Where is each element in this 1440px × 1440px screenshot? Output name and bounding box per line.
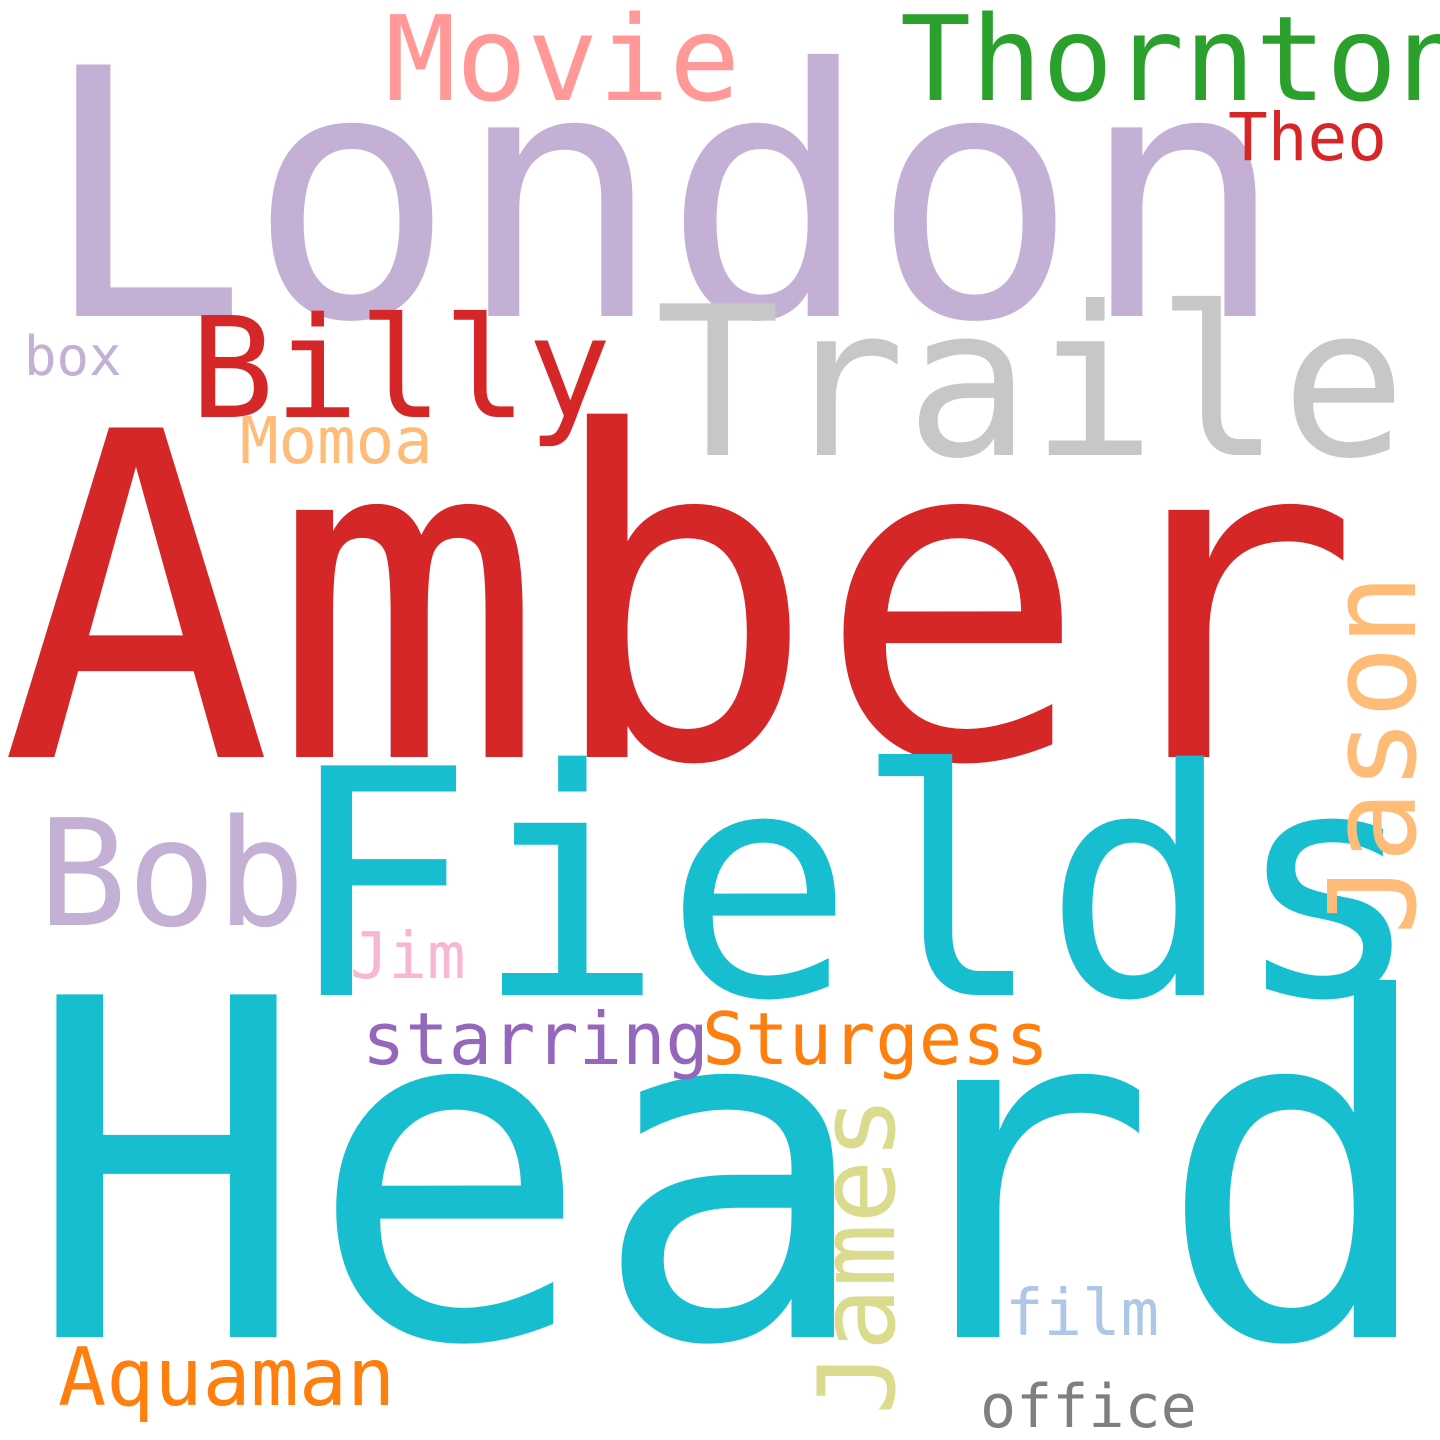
word-box: box [24,325,122,388]
word-sturgess: Sturgess [702,997,1049,1081]
word-london: London [40,0,1287,398]
word-movie: Movie [385,0,741,128]
word-aquaman: Aquaman [58,1331,396,1424]
word-office: office [980,1372,1197,1440]
word-billy: Billy [190,288,612,451]
word-starring: starring [362,997,709,1081]
word-film: film [1005,1277,1160,1351]
word-james: James [796,1095,919,1415]
word-thornton: Thornton [900,0,1440,128]
word-heard: Heard [25,901,1440,1440]
word-momoa: Momoa [240,405,433,479]
word-jim: Jim [350,920,466,994]
word-trailer: Trailer [655,263,1440,505]
word-bob: Bob [38,788,306,960]
word-fields: Fields [285,704,1423,1070]
word-jason: Jason [1305,573,1440,935]
word-theo: Theo [1228,99,1387,176]
word-amber: Amber [0,337,1361,864]
